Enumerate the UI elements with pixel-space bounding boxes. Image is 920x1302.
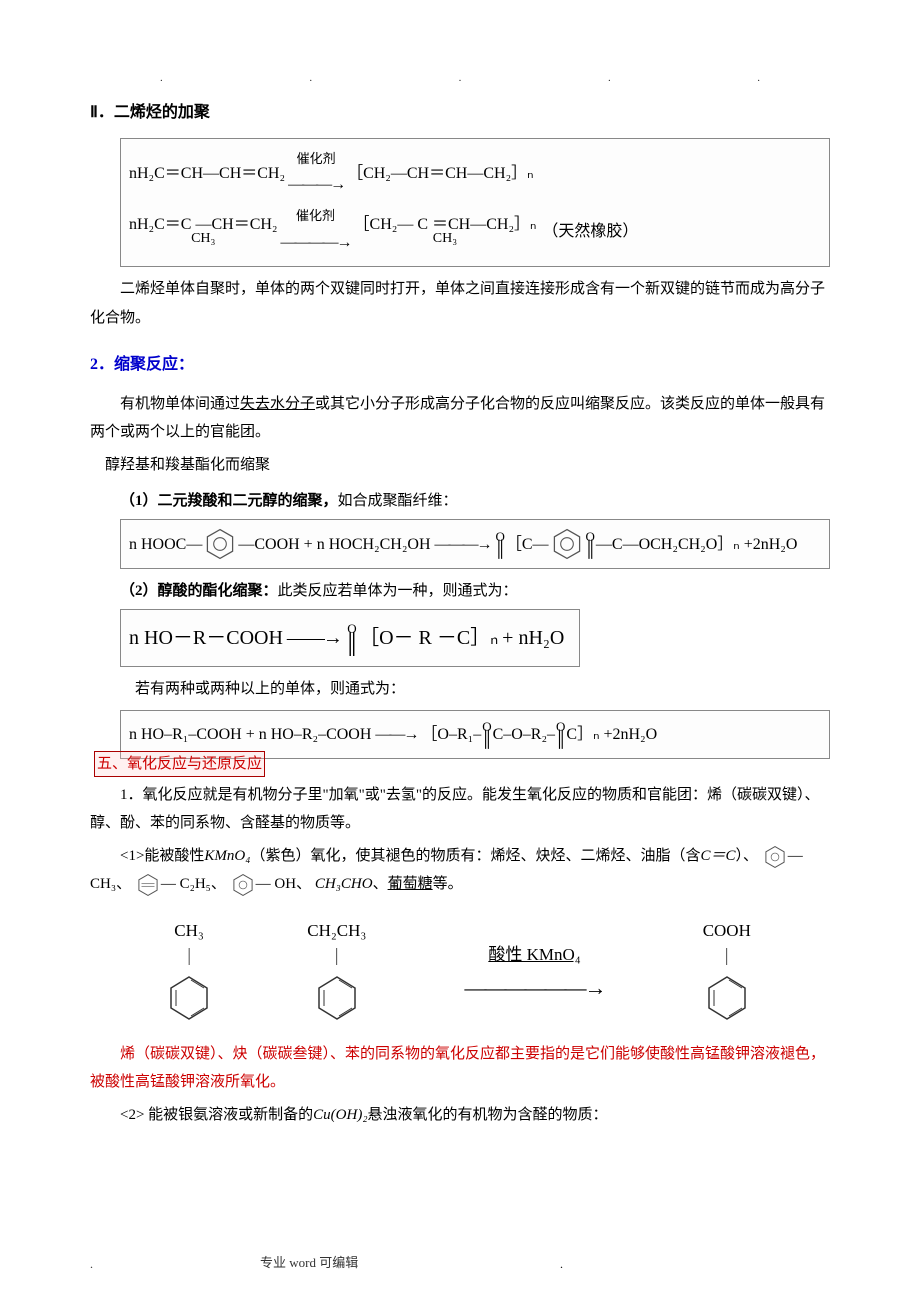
hydroxyacid-box: n HO－R－COOH ——→ O║ ［O－ R －C］ₙ + nH₂O (120, 609, 580, 667)
reagent-arrow: 酸性 KMnO₄ ——————→ (465, 941, 605, 1005)
polyester-box: n HOOC— —COOH + n HOCH₂CH₂OH ———→ O║ ［C—… (120, 519, 830, 569)
benzene-icon (230, 872, 256, 898)
benzene-icon (762, 844, 788, 870)
sec2-desc2: 醇羟基和羧基酯化而缩聚 (90, 451, 830, 480)
ha-water: + nH₂O (502, 616, 564, 660)
footer-left-dot: . (90, 1255, 93, 1274)
ester-o-2: O║ (585, 531, 596, 557)
ester-o-3: O║ (345, 623, 359, 653)
r1-reactant: nH₂C＝CH—CH＝CH₂ (129, 156, 285, 191)
sec5-p2: <1>能被酸性KMnO₄（紫色）氧化，使其褪色的物质有：烯烃、炔烃、二烯烃、油脂… (90, 842, 830, 899)
ester-o-1: O║ (495, 531, 506, 557)
sec5-p3: 烯（碳碳双键）、炔（碳碳叁键）、苯的同系物的氧化反应都主要指的是它们能够使酸性高… (90, 1040, 830, 1097)
polyester-mid: —COOH + n HOCH₂CH₂OH (238, 527, 430, 562)
r2-note: （天然橡胶） (542, 214, 638, 249)
diene-reaction-box: nH₂C＝CH—CH＝CH₂ 催化剂———→ ［CH₂—CH＝CH—CH₂］ₙ … (120, 138, 830, 268)
polyester-arrow: ———→ (435, 527, 491, 562)
toluene-mol: CH₃ ｜ (169, 917, 209, 1030)
r2-reactant: nH₂C＝C —CH＝CH₂CH₃ (129, 217, 278, 246)
r2-arrow: 催化剂————→ (281, 202, 351, 260)
kmno4-diagram: CH₃ ｜ CH₂CH₃ ｜ 酸性 KMnO₄ ——————→ COOH ｜ (120, 917, 800, 1030)
footer-right-dot: . (560, 1255, 563, 1274)
sec1-title-text: 二烯烃的加聚 (114, 104, 210, 121)
sec2-title: 2．缩聚反应： (90, 352, 830, 378)
sec5-p4: <2> 能被银氨溶液或新制备的Cu(OH)₂悬浊液氧化的有机物为含醛的物质： (90, 1101, 830, 1130)
sec5-title: 五、氧化反应与还原反应 (94, 751, 830, 777)
reaction-1: nH₂C＝CH—CH＝CH₂ 催化剂———→ ［CH₂—CH＝CH—CH₂］ₙ (129, 145, 821, 203)
r1-arrow: 催化剂———→ (288, 145, 344, 203)
sub2-between: 若有两种或两种以上的单体，则通式为： (90, 675, 830, 704)
polyester-reactant1: n HOOC— (129, 527, 202, 562)
cuoh2-formula: Cu(OH)₂ (313, 1107, 367, 1123)
header-dots: ..... (160, 70, 760, 88)
ha-lhs: n HO－R－COOH (129, 616, 283, 660)
sec5-p1: 1．氧化反应就是有机物分子里"加氧"或"去氢"的反应。能发生氧化反应的物质和官能… (90, 781, 830, 838)
reaction-2: nH₂C＝C —CH＝CH₂CH₃ 催化剂————→ ［CH₂— C ＝CH—C… (129, 202, 821, 260)
ha-rhs: ［O－ R －C］ₙ (359, 616, 498, 660)
r2-product: ［CH₂— C ＝CH—CH₂］ₙCH₃ (354, 217, 537, 246)
sub2-title: （2）醇酸的酯化缩聚：此类反应若单体为一种，则通式为： (120, 579, 830, 603)
benzene-icon (549, 526, 585, 562)
roman-II: Ⅱ． (90, 104, 114, 121)
benzene-icon (135, 872, 161, 898)
polyester-prod-pre: ［C— (506, 527, 549, 562)
benzoic-acid-mol: COOH ｜ (703, 917, 751, 1030)
sec1-desc: 二烯烃单体自聚时，单体的两个双键同时打开，单体之间直接连接形成含有一个新双键的链… (90, 275, 830, 332)
sec2-desc1: 有机物单体间通过失去水分子或其它小分子形成高分子化合物的反应叫缩聚反应。该类反应… (90, 390, 830, 447)
kmno4-formula: KMnO₄ (204, 848, 250, 864)
benzene-icon (202, 526, 238, 562)
polyester-prod-mid: —C—OCH₂CH₂O］ₙ (596, 527, 740, 562)
footer-text: 专业 word 可编辑 (260, 1253, 358, 1274)
ethylbenzene-mol: CH₂CH₃ ｜ (307, 917, 366, 1030)
section-2-title: Ⅱ．二烯烃的加聚 (90, 100, 830, 126)
r1-product: ［CH₂—CH＝CH—CH₂］ₙ (347, 156, 533, 191)
polyester-water: +2nH₂O (744, 527, 798, 562)
sub1-title: （1）二元羧酸和二元醇的缩聚，如合成聚酯纤维： (120, 489, 830, 513)
